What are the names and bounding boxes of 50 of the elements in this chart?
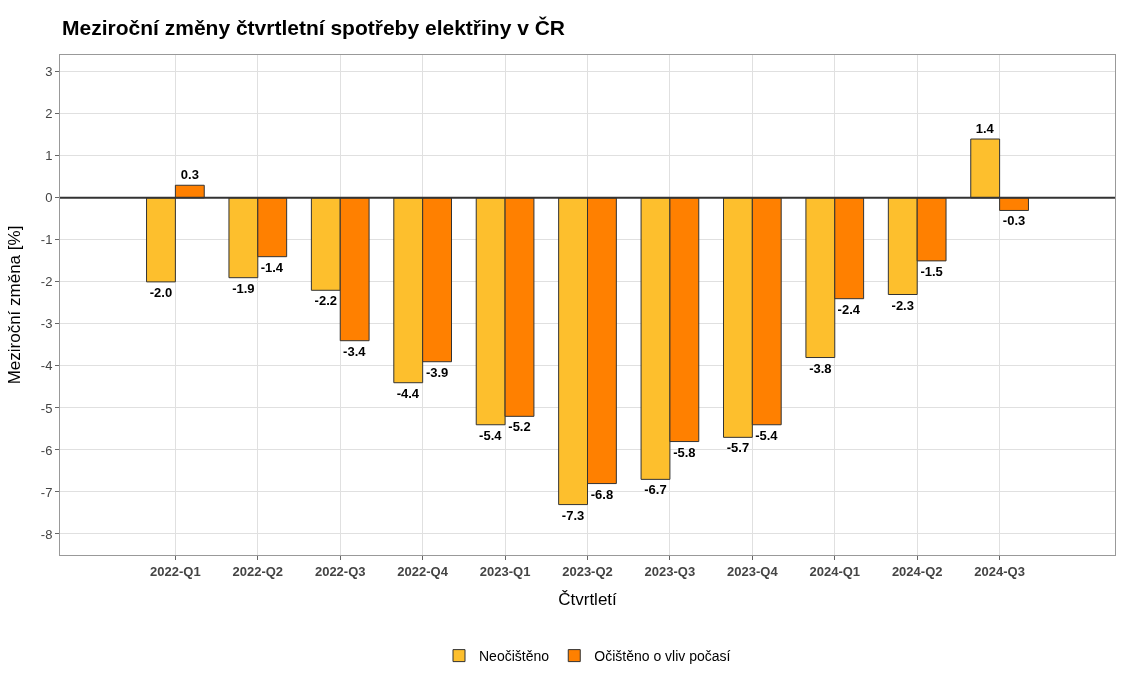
y-tick-label: -2 [40, 274, 53, 290]
y-tick-label: -5 [40, 400, 53, 416]
data-label: -5.8 [673, 444, 696, 460]
x-tick-label: 2024-Q1 [809, 563, 861, 579]
data-label: -7.3 [561, 507, 585, 523]
data-label: -1.4 [260, 259, 284, 275]
data-label: -6.8 [590, 486, 614, 502]
x-tick-label: 2023-Q3 [644, 563, 696, 579]
x-tick-label: 2024-Q3 [974, 563, 1025, 579]
data-label: -3.4 [343, 343, 367, 359]
data-label: -2.4 [837, 301, 861, 317]
data-label: -2.2 [314, 293, 338, 309]
y-tick-label: -8 [40, 526, 53, 542]
x-tick-label: 2022-Q1 [150, 563, 201, 579]
data-label: -4.4 [396, 385, 420, 401]
data-label: -0.3 [1002, 213, 1026, 229]
data-label: 0.3 [180, 167, 199, 183]
x-tick-label: 2022-Q4 [397, 563, 449, 579]
x-tick-label: 2024-Q2 [891, 563, 943, 579]
y-tick-label: -7 [40, 484, 53, 500]
y-tick-label: 0 [45, 190, 53, 206]
data-label: -5.7 [726, 440, 750, 456]
legend-label: Neočištěno [479, 648, 550, 665]
y-tick-label: 1 [45, 148, 53, 164]
y-tick-label: -4 [40, 358, 53, 374]
chart-title: Meziroční změny čtvrtletní spotřeby elektřiny v ČR [62, 16, 566, 40]
data-label: -5.4 [479, 427, 503, 443]
x-tick-label: 2023-Q2 [562, 563, 613, 579]
y-tick-label: 2 [45, 106, 53, 122]
y-tick-label: 3 [45, 64, 53, 80]
x-tick-label: 2023-Q1 [479, 563, 531, 579]
data-label: -6.7 [644, 482, 667, 498]
data-label: -3.8 [809, 360, 832, 376]
data-label: -1.5 [920, 263, 943, 279]
data-label: -2.3 [891, 297, 914, 313]
x-tick-label: 2022-Q3 [314, 563, 366, 579]
y-axis-title: Meziroční změna [%] [5, 225, 25, 385]
y-tick-label: -1 [40, 232, 53, 248]
data-label: 1.4 [975, 121, 995, 137]
x-tick-label: 2023-Q4 [727, 563, 779, 579]
legend-label: Očištěno o vliv počasí [594, 648, 731, 665]
data-label: -5.2 [508, 419, 531, 435]
data-label: -2.0 [149, 284, 173, 300]
data-label: -5.4 [755, 427, 779, 443]
x-tick-label: 2022-Q2 [232, 563, 284, 579]
y-tick-label: -6 [40, 442, 53, 458]
x-axis-title: Čtvrtletí [558, 590, 618, 609]
data-label: -1.9 [232, 280, 255, 296]
y-tick-label: -3 [40, 316, 53, 332]
data-label: -3.9 [425, 364, 449, 380]
